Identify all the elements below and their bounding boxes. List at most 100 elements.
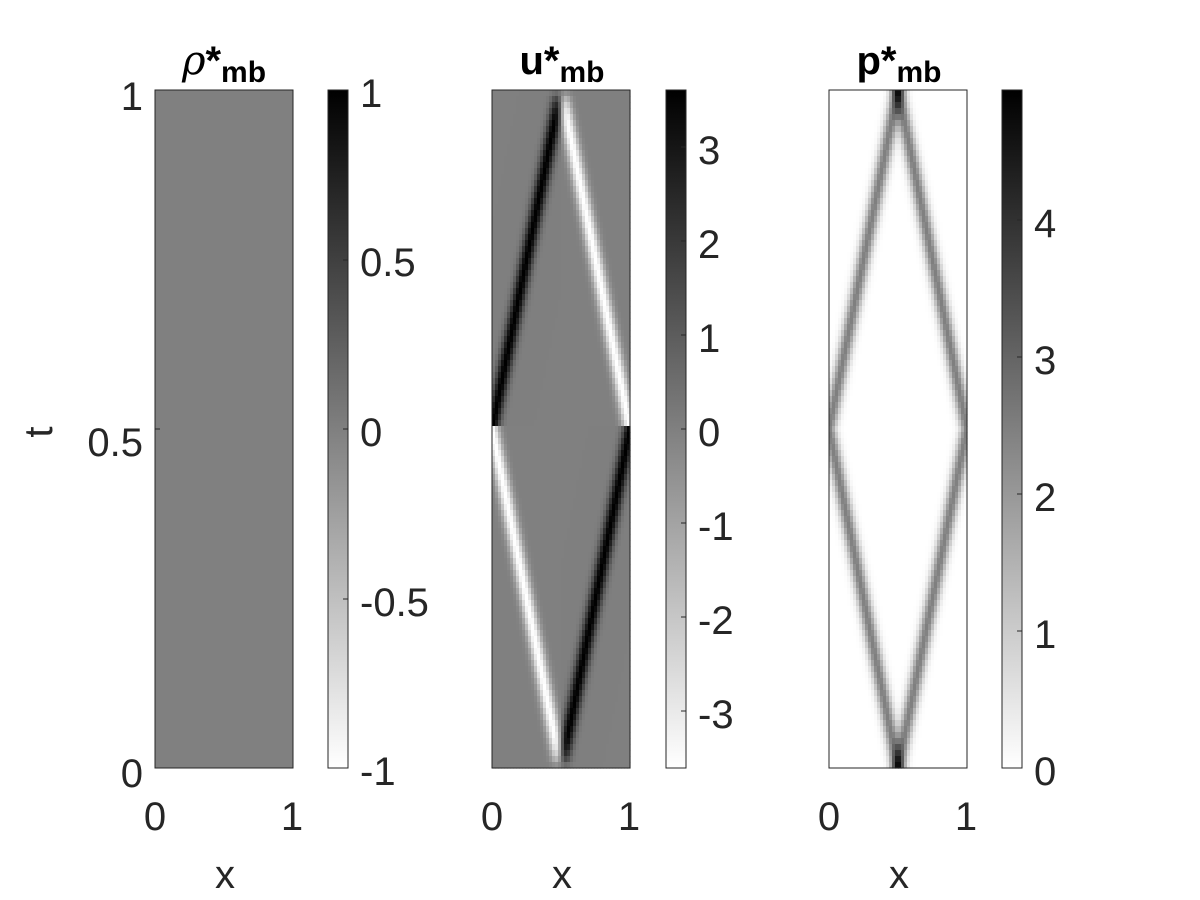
heatmap-cell	[510, 132, 514, 139]
heatmap-cell	[576, 252, 580, 259]
heatmap-cell	[507, 222, 511, 229]
heatmap-cell	[624, 204, 628, 211]
heatmap-cell	[582, 276, 586, 283]
heatmap-cell	[552, 222, 556, 229]
heatmap-cell	[558, 282, 562, 289]
heatmap-cell	[537, 198, 541, 205]
heatmap-cell	[627, 228, 631, 235]
heatmap-cell	[624, 150, 628, 157]
heatmap-cell	[573, 282, 577, 289]
heatmap-cell	[552, 168, 556, 175]
heatmap-cell	[579, 348, 583, 355]
heatmap-cell	[609, 108, 613, 115]
heatmap-cell	[612, 120, 616, 127]
heatmap-cell	[606, 264, 610, 271]
heatmap-cell	[540, 348, 544, 355]
heatmap-cell	[618, 150, 622, 157]
heatmap-cell	[504, 348, 508, 355]
heatmap-cell	[543, 282, 547, 289]
heatmap-cell	[576, 186, 580, 193]
heatmap-cell	[600, 372, 604, 379]
heatmap-cell	[528, 174, 532, 181]
heatmap-cell	[525, 366, 529, 373]
heatmap-cell	[519, 108, 523, 115]
heatmap-cell	[507, 102, 511, 109]
heatmap-cell	[621, 240, 625, 247]
heatmap-cell	[621, 336, 625, 343]
heatmap-cell	[540, 156, 544, 163]
heatmap-cell	[615, 360, 619, 367]
heatmap-cell	[543, 186, 547, 193]
heatmap-cell	[546, 162, 550, 169]
heatmap-cell	[612, 342, 616, 349]
heatmap-cell	[624, 168, 628, 175]
heatmap-cell	[627, 246, 631, 253]
heatmap-cell	[615, 252, 619, 259]
heatmap-cell	[504, 270, 508, 277]
heatmap-cell	[537, 342, 541, 349]
heatmap-cell	[561, 168, 565, 175]
heatmap-cell	[612, 210, 616, 217]
heatmap-cell	[582, 144, 586, 151]
heatmap-cell	[534, 360, 538, 367]
heatmap-cell	[573, 126, 577, 133]
heatmap-cell	[612, 96, 616, 103]
heatmap-cell	[564, 168, 568, 175]
heatmap-cell	[549, 252, 553, 259]
heatmap-cell	[528, 90, 532, 97]
heatmap-cell	[525, 372, 529, 379]
heatmap-cell	[594, 252, 598, 259]
heatmap-cell	[507, 108, 511, 115]
heatmap-cell	[627, 198, 631, 205]
heatmap-cell	[606, 114, 610, 121]
heatmap-cell	[525, 324, 529, 331]
heatmap-cell	[564, 222, 568, 229]
heatmap-cell	[519, 150, 523, 157]
heatmap-cell	[513, 276, 517, 283]
heatmap-cell	[501, 120, 505, 127]
heatmap-cell	[570, 150, 574, 157]
heatmap-cell	[591, 162, 595, 169]
heatmap-cell	[555, 306, 559, 313]
heatmap-cell	[612, 324, 616, 331]
heatmap-cell	[555, 210, 559, 217]
heatmap-cell	[606, 354, 610, 361]
y-tick-label: 0.5	[87, 421, 143, 465]
heatmap-cell	[543, 366, 547, 373]
heatmap-cell	[603, 240, 607, 247]
heatmap-cell	[546, 318, 550, 325]
heatmap-cell	[609, 132, 613, 139]
heatmap-cell	[561, 360, 565, 367]
heatmap-cell	[582, 306, 586, 313]
heatmap-cell	[522, 342, 526, 349]
heatmap-cell	[498, 270, 502, 277]
heatmap-cell	[492, 300, 496, 307]
heatmap-cell	[522, 324, 526, 331]
heatmap-cell	[495, 96, 499, 103]
heatmap-cell	[576, 192, 580, 199]
heatmap-cell	[531, 174, 535, 181]
heatmap-cell	[552, 192, 556, 199]
heatmap-cell	[495, 120, 499, 127]
heatmap-cell	[582, 252, 586, 259]
heatmap-cell	[531, 138, 535, 145]
heatmap-cell	[573, 270, 577, 277]
heatmap-cell	[567, 300, 571, 307]
heatmap-cell	[531, 300, 535, 307]
heatmap-cell	[516, 204, 520, 211]
heatmap-cell	[627, 348, 631, 355]
heatmap-cell	[591, 102, 595, 109]
heatmap-cell	[549, 330, 553, 337]
heatmap-cell	[570, 162, 574, 169]
heatmap-cell	[603, 120, 607, 127]
heatmap-cell	[561, 222, 565, 229]
heatmap-cell	[519, 312, 523, 319]
heatmap-cell	[588, 168, 592, 175]
heatmap-cell	[531, 312, 535, 319]
heatmap-cell	[612, 360, 616, 367]
heatmap-cell	[576, 264, 580, 271]
heatmap-cell	[528, 264, 532, 271]
heatmap-cell	[618, 366, 622, 373]
heatmap-cell	[528, 210, 532, 217]
heatmap-cell	[513, 312, 517, 319]
